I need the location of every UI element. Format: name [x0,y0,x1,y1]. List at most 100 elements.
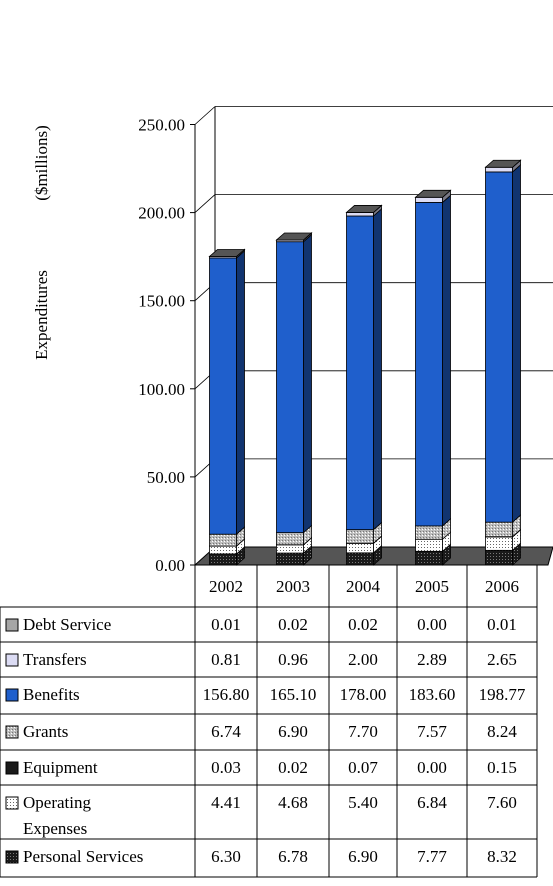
table-cell-value: 5.40 [348,793,378,812]
table-cell-value: 0.81 [211,650,241,669]
bar-segment [276,532,304,546]
bar-segment [415,538,443,552]
bar-segment [346,212,374,217]
bar-segment-side [442,194,451,527]
y-tick-label: 150.00 [138,292,185,311]
bar-top [208,249,246,257]
table-cell-value: 7.60 [487,793,517,812]
table-cell-value: 178.00 [340,685,387,704]
bar-segment [209,257,237,535]
table-cell-value: 0.15 [487,758,517,777]
legend-swatch [5,725,19,739]
legend-swatch [5,796,19,810]
x-tick-label: 2003 [276,577,310,596]
legend-swatch [5,850,19,864]
table-cell-value: 2.00 [348,650,378,669]
table-cell-value: 6.90 [348,847,378,866]
table-cell-value: 0.00 [417,758,447,777]
table-cell-value: 183.60 [409,685,456,704]
legend-label: Personal Services [23,847,143,866]
bar-segment [485,171,513,523]
legend-swatch [5,618,19,632]
table-cell-value: 0.01 [211,615,241,634]
bars-layer [208,159,522,566]
bar-segment [209,533,237,547]
bar-segment [276,552,304,566]
x-tick-label: 2005 [415,577,449,596]
table-cell-value: 0.02 [348,615,378,634]
table-cell-value: 6.78 [278,847,308,866]
table-cell-value: 198.77 [479,685,526,704]
bar-top [345,205,383,213]
table-cell-value: 0.02 [278,758,308,777]
table-cell-value: 8.32 [487,847,517,866]
bar-stack-2004 [345,204,383,566]
y-tick-label: 200.00 [138,204,185,223]
bar-stack-2003 [275,232,313,566]
y-tick-label: 250.00 [138,116,185,135]
y-axis-label-units: ($millions) [32,125,51,201]
table-cell-value: 0.96 [278,650,308,669]
legend-swatch [5,761,19,775]
legend-label: Operating [23,793,91,812]
bar-segment-side [303,233,312,534]
gridline-side [194,106,216,125]
bar-segment [276,241,304,534]
data-table: 2002 2003 2004 2005 2006 Debt Service 0.01 0.02… [0,564,538,878]
bar-segment [485,549,513,566]
table-cell-value: 6.84 [417,793,447,812]
legend-swatch [5,688,19,702]
bar-segment [346,215,374,531]
bar-segment [209,545,237,555]
table-cell-value: 0.01 [487,615,517,634]
legend-label: Transfers [23,650,87,669]
y-axis: 0.00 50.00 100.00 150.00 200.00 250.00 [138,116,196,575]
table-cell-value: 0.07 [348,758,378,777]
bar-segment [276,544,304,554]
x-tick-label: 2002 [209,577,243,596]
legend-label: Debt Service [23,615,111,634]
table-cell-value: 2.89 [417,650,447,669]
gridline-side [194,194,216,213]
y-tick-label: 0.00 [155,556,185,575]
table-cell-value: 6.90 [278,722,308,741]
bar-top [275,232,313,241]
bar-segment [485,536,513,551]
table-cell-value: 0.03 [211,758,241,777]
bar-top [484,159,522,168]
bar-segment-side [236,250,245,536]
legend-label: Benefits [23,685,80,704]
bar-stack-2002 [208,248,246,566]
bar-segment [415,550,443,566]
legend-label: Grants [23,722,68,741]
bar-segment [209,553,237,566]
bar-stack-2005 [414,189,452,566]
y-axis-label-expenditures: Expenditures [32,270,51,360]
table-cell-value: 156.80 [203,685,250,704]
bar-segment [346,542,374,554]
bar-stack-2006 [484,159,522,566]
bar-segment [415,196,443,203]
bar-top [414,189,452,198]
bar-segment [415,525,443,540]
table-cell-value: 0.02 [278,615,308,634]
table-cell-value: 7.77 [417,847,447,866]
bar-segment [485,166,513,173]
x-tick-label: 2006 [485,577,519,596]
bar-segment-side [373,208,382,531]
table-cell-value: 7.70 [348,722,378,741]
table-cell-value: 2.65 [487,650,517,669]
y-tick-label: 100.00 [138,380,185,399]
table-cell-value: 6.74 [211,722,241,741]
table-cell-value: 6.30 [211,847,241,866]
legend-label: Equipment [23,758,98,777]
table-cell-value: 0.00 [417,615,447,634]
bar-segment [485,521,513,538]
table-cell-value: 8.24 [487,722,517,741]
table-cell-value: 7.57 [417,722,447,741]
x-tick-label: 2004 [346,577,381,596]
legend-swatch [5,653,19,667]
bar-segment [346,529,374,544]
legend-label: Expenses [23,819,87,838]
